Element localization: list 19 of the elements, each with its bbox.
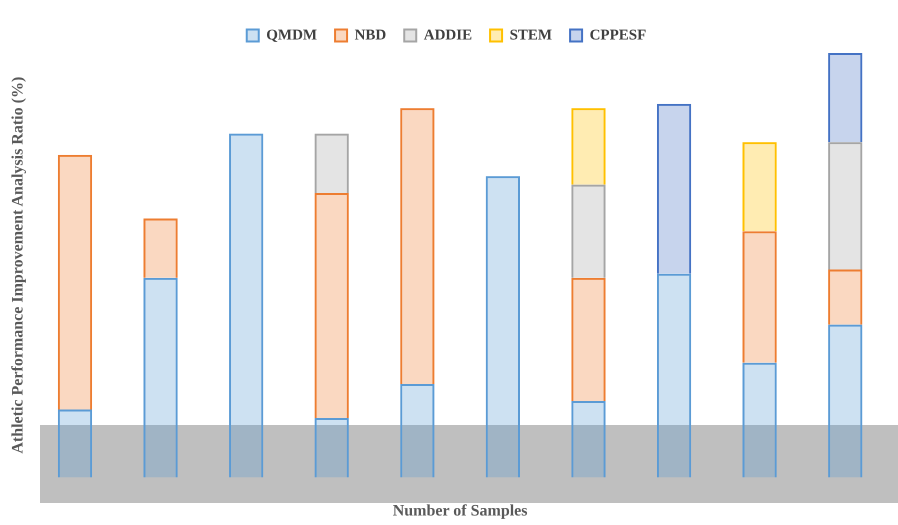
bar <box>400 108 434 384</box>
y-axis-title: Athletic Performance Improvement Analysis Ratio (%) <box>10 76 27 454</box>
legend-label: STEM <box>510 27 552 44</box>
bar <box>58 154 92 410</box>
legend-label: ADDIE <box>424 27 472 44</box>
bar <box>143 218 178 278</box>
bar <box>229 134 264 478</box>
bar <box>828 53 862 142</box>
bar <box>656 104 692 274</box>
bar <box>486 176 520 478</box>
legend-label: NBD <box>354 27 386 44</box>
x-axis-title: Number of Samples <box>392 502 528 520</box>
bar <box>571 108 606 185</box>
bar <box>314 134 349 194</box>
bar <box>58 409 92 478</box>
bar <box>314 418 349 478</box>
legend-label: QMDM <box>266 27 318 44</box>
legend-label: CPPESF <box>590 27 646 44</box>
bar <box>742 142 777 232</box>
